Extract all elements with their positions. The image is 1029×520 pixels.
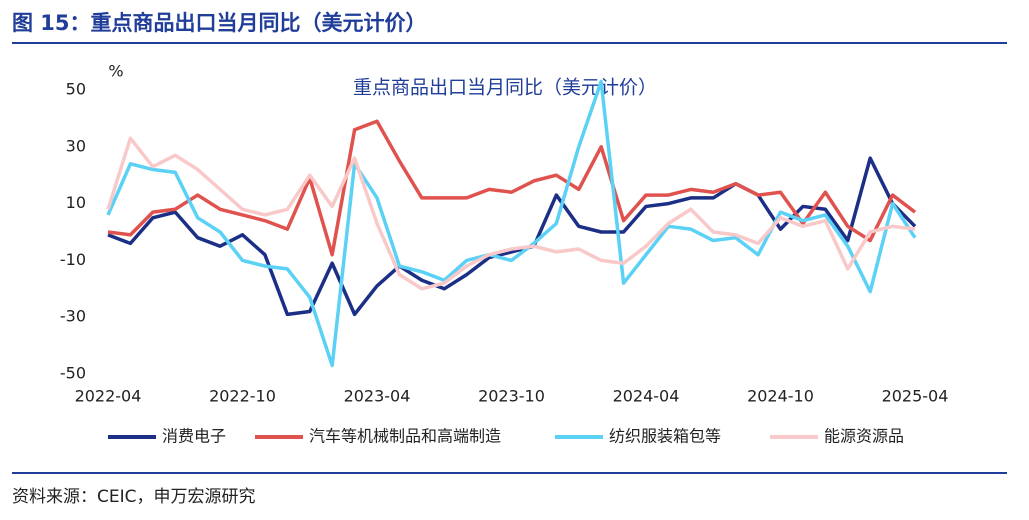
header-title: 图 15：重点商品出口当月同比（美元计价） xyxy=(12,11,427,35)
x-tick-label: 2023-10 xyxy=(478,387,545,406)
x-tick-label: 2022-04 xyxy=(75,387,142,406)
series-line xyxy=(107,119,917,257)
chart-title: 重点商品出口当月同比（美元计价） xyxy=(353,77,657,99)
series-line xyxy=(107,156,917,317)
legend-label: 能源资源品 xyxy=(824,427,904,446)
x-tick-label: 2023-04 xyxy=(344,387,411,406)
y-tick-label: 10 xyxy=(66,193,86,212)
y-axis-label: % xyxy=(108,62,123,81)
y-tick-label: -10 xyxy=(60,250,86,269)
y-tick-label: -50 xyxy=(60,364,86,383)
series-line xyxy=(106,79,917,368)
series-line xyxy=(106,136,916,291)
y-tick-label: 50 xyxy=(66,80,86,99)
legend-label: 纺织服装箱包等 xyxy=(609,427,721,446)
header-rule xyxy=(12,42,1007,44)
x-tick-label: 2022-10 xyxy=(209,387,276,406)
y-tick-label: 30 xyxy=(66,136,86,155)
footer-rule xyxy=(12,472,1007,474)
x-tick-label: 2024-10 xyxy=(747,387,814,406)
legend-label: 汽车等机械制品和高端制造 xyxy=(309,427,501,446)
x-tick-label: 2024-04 xyxy=(613,387,680,406)
y-tick-label: -30 xyxy=(60,307,86,326)
legend-label: 消费电子 xyxy=(162,427,226,446)
source: 资料来源：CEIC，申万宏源研究 xyxy=(12,487,256,507)
x-tick-label: 2025-04 xyxy=(882,387,949,406)
